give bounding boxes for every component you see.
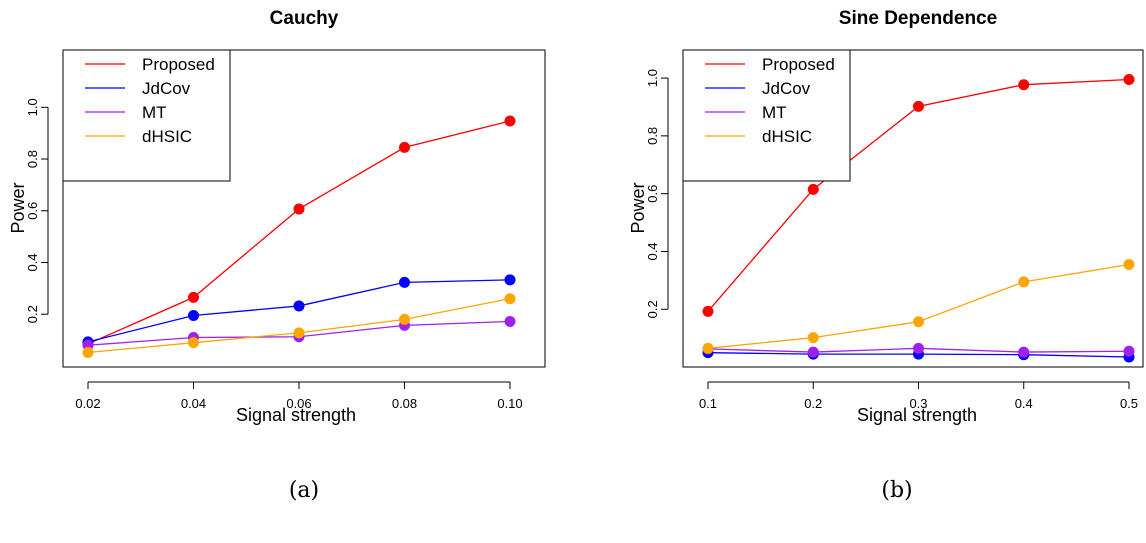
data-point — [913, 100, 924, 112]
legend-label: JdCov — [762, 79, 811, 98]
data-point — [807, 183, 819, 195]
series-dhsic — [702, 259, 1135, 354]
x-axis: 0.02 0.04 0.06 0.08 0.10 — [75, 381, 523, 411]
data-point — [504, 315, 516, 327]
data-point — [188, 337, 199, 349]
x-tick-label: 0.4 — [1015, 396, 1033, 411]
legend-label: MT — [142, 103, 167, 122]
series-proposed — [702, 74, 1135, 317]
plot-frame — [62, 49, 546, 368]
data-point — [188, 291, 199, 303]
data-point — [913, 342, 924, 354]
x-axis-label: Signal strength — [857, 405, 977, 425]
x-axis-label: Signal strength — [236, 405, 356, 425]
data-point — [399, 313, 410, 325]
chart-title: Cauchy — [270, 8, 339, 29]
y-tick-label: 0.6 — [25, 202, 40, 220]
legend: Proposed JdCov MT dHSIC — [682, 49, 851, 182]
y-tick-label: 0.2 — [645, 300, 660, 318]
legend-label: dHSIC — [762, 127, 812, 146]
y-tick-label: 0.6 — [645, 185, 660, 203]
data-point — [504, 274, 516, 286]
y-tick-label: 0.8 — [25, 150, 40, 168]
y-tick-label: 0.8 — [645, 127, 660, 145]
y-axis-label: Power — [8, 182, 28, 233]
x-tick-label: 0.08 — [392, 396, 417, 411]
series-line — [707, 263, 1130, 349]
data-point — [82, 347, 94, 358]
x-tick-label: 0.2 — [804, 396, 822, 411]
chart-title: Sine Dependence — [839, 8, 997, 29]
legend: Proposed JdCov MT dHSIC — [62, 49, 231, 182]
legend-box — [682, 49, 851, 182]
panel-caption: (a) — [289, 478, 319, 503]
data-point — [807, 346, 819, 358]
legend-label: Proposed — [142, 55, 215, 74]
data-point — [1123, 259, 1135, 270]
legend-label: JdCov — [142, 79, 191, 98]
chart-panel-0: Cauchy 0.02 0.04 0.06 0.08 0.10 Signal strengt… — [8, 8, 546, 503]
x-tick-label: 0.04 — [181, 396, 206, 411]
legend-label: Proposed — [762, 55, 835, 74]
x-axis: 0.1 0.2 0.3 0.4 0.5 — [699, 381, 1138, 411]
data-point — [1123, 74, 1135, 85]
legend-label: dHSIC — [142, 127, 192, 146]
data-point — [1018, 79, 1030, 91]
data-point — [399, 141, 410, 153]
y-axis: 0.2 0.4 0.6 0.8 1.0 — [25, 98, 49, 323]
data-point — [504, 293, 516, 305]
data-point — [913, 316, 924, 328]
data-point — [399, 276, 410, 288]
y-tick-label: 1.0 — [645, 69, 660, 87]
legend-box — [62, 49, 231, 182]
x-tick-label: 0.1 — [699, 396, 717, 411]
data-point — [807, 332, 819, 344]
x-tick-label: 0.5 — [1120, 396, 1138, 411]
data-point — [293, 300, 305, 312]
data-point — [188, 310, 199, 322]
data-point — [504, 115, 516, 127]
data-point — [1123, 345, 1135, 357]
x-tick-label: 0.10 — [497, 396, 522, 411]
y-tick-label: 0.2 — [25, 305, 40, 323]
plot-frame — [682, 49, 1144, 368]
legend-label: MT — [762, 103, 787, 122]
data-point — [702, 342, 714, 354]
series-dhsic — [82, 293, 516, 358]
data-point — [293, 327, 305, 339]
series-jdcov — [82, 274, 516, 348]
x-tick-label: 0.3 — [909, 396, 927, 411]
y-tick-label: 0.4 — [25, 253, 40, 271]
data-point — [702, 305, 714, 317]
y-axis: 0.2 0.4 0.6 0.8 1.0 — [645, 69, 669, 318]
y-tick-label: 0.4 — [645, 242, 660, 260]
data-point — [1018, 346, 1030, 358]
panel-caption: (b) — [881, 478, 912, 503]
y-axis-label: Power — [628, 182, 648, 233]
data-point — [293, 203, 305, 215]
x-tick-label: 0.02 — [75, 396, 100, 411]
x-tick-label: 0.06 — [286, 396, 311, 411]
y-tick-label: 1.0 — [25, 98, 40, 116]
data-point — [1018, 276, 1030, 288]
chart-panel-1: Sine Dependence 0.1 0.2 0.3 0.4 0.5 Signal str… — [628, 8, 1144, 503]
